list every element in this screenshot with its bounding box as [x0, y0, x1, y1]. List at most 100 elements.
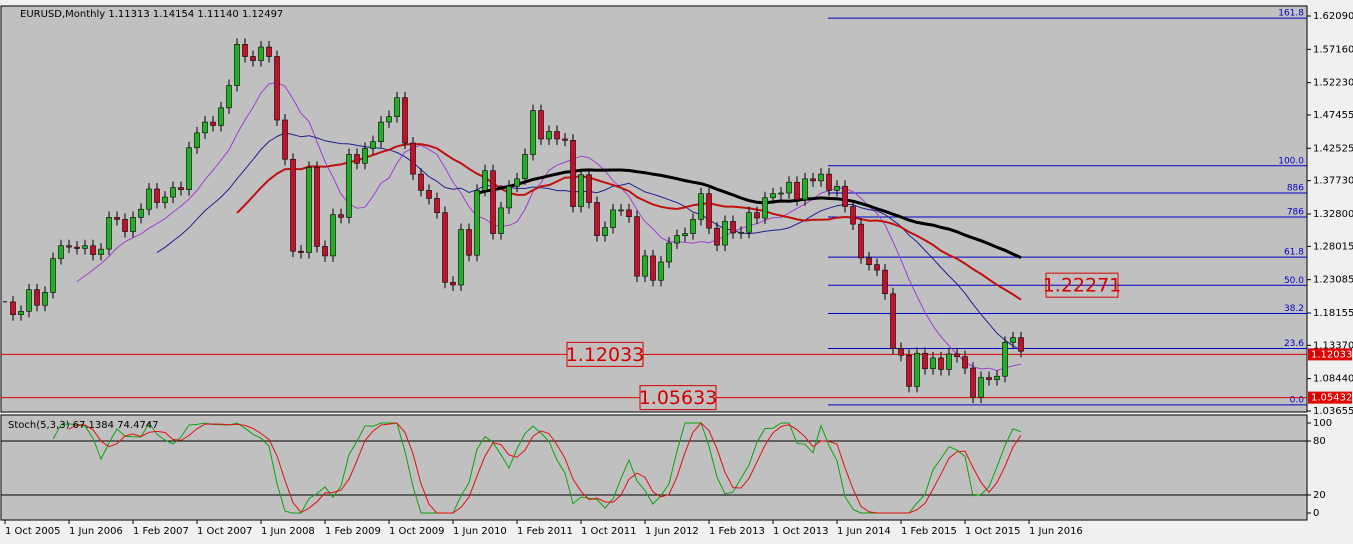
candle-body [282, 119, 288, 160]
stoch-d [68, 422, 1022, 514]
candle-body [210, 121, 216, 126]
candle-body [746, 212, 752, 233]
x-tick-label: 1 Jun 2010 [453, 526, 507, 537]
candle-body [498, 207, 504, 234]
candle-body [1010, 337, 1016, 343]
candle-body [410, 142, 416, 175]
x-tick-label: 1 Oct 2015 [965, 526, 1020, 537]
candle-body [794, 181, 800, 201]
candle-body [314, 167, 320, 247]
candle-body [650, 255, 656, 281]
candle-body [642, 255, 648, 277]
fib-label: 23.6 [1284, 339, 1304, 349]
fib-label: 786 [1287, 207, 1304, 217]
candle-body [194, 132, 200, 149]
candle-body [562, 138, 568, 141]
candle-body [218, 107, 224, 126]
axis-level-box [1308, 348, 1352, 361]
stoch-tick-label: 20 [1313, 490, 1326, 501]
level-box [639, 385, 717, 411]
candle-body [674, 235, 680, 244]
fib-label: 61.8 [1284, 248, 1304, 258]
candle-body [10, 301, 16, 316]
candle-body [962, 356, 968, 369]
candle-body [122, 219, 128, 232]
candle-body [594, 202, 600, 236]
candle-body [658, 261, 664, 281]
candle-body [714, 227, 720, 246]
stoch-tick-label: 80 [1313, 436, 1326, 447]
candle-body [690, 219, 696, 234]
y-tick-label: 1.37730 [1313, 176, 1353, 187]
moving-average [76, 82, 1022, 372]
candle-body [850, 206, 856, 225]
candle-body [482, 170, 488, 191]
candle-body [42, 292, 48, 306]
candle-body [914, 352, 920, 387]
candle-body [922, 352, 928, 370]
candle-body [386, 116, 392, 123]
candle-body [426, 190, 432, 199]
candle-body [610, 209, 616, 228]
candle-body [26, 289, 32, 312]
candle-body [770, 193, 776, 199]
candle-body [242, 44, 248, 57]
axis-level-box [1308, 391, 1352, 404]
candle-body [522, 154, 528, 180]
candle-body [162, 196, 168, 203]
fib-label: 886 [1287, 184, 1304, 194]
candle-body [786, 181, 792, 194]
stoch-k [52, 422, 1022, 514]
candle-body [506, 185, 512, 209]
candle-body [82, 245, 88, 249]
candle-body [890, 293, 896, 349]
x-tick-label: 1 Jun 2014 [837, 526, 891, 537]
candle-body [234, 44, 240, 86]
candle-body [178, 187, 184, 190]
level-box [1045, 272, 1119, 298]
stoch-title: Stoch(5,3,3) 67.1384 74.4747 [8, 420, 159, 431]
candle-body [626, 209, 632, 217]
fib-label: 38.2 [1284, 304, 1304, 314]
candle-body [346, 154, 352, 218]
y-tick-label: 1.32800 [1313, 209, 1353, 220]
x-tick-label: 1 Feb 2009 [325, 526, 381, 537]
candle-body [1002, 342, 1008, 377]
candle-body [994, 375, 1000, 380]
axis-level-label: 1.05432 [1311, 393, 1352, 404]
candle-body [442, 212, 448, 283]
candle-body [338, 214, 344, 218]
candle-body [66, 245, 72, 248]
x-tick-label: 1 Jun 2016 [1029, 526, 1083, 537]
y-tick-label: 1.13370 [1313, 340, 1353, 351]
y-tick-label: 1.62090 [1313, 11, 1353, 22]
candle-body [490, 170, 496, 234]
y-tick-label: 1.23085 [1313, 275, 1353, 286]
candle-body [754, 212, 760, 219]
candle-body [186, 147, 192, 190]
x-tick-label: 1 Feb 2007 [133, 526, 189, 537]
axis-level-label: 1.12033 [1311, 349, 1352, 360]
candle-body [586, 174, 592, 203]
y-tick-label: 1.57160 [1313, 44, 1353, 55]
fib-label: 100.0 [1278, 156, 1304, 166]
x-tick-label: 1 Oct 2009 [389, 526, 444, 537]
candle-body [618, 209, 624, 212]
candle-body [170, 187, 176, 198]
candle-body [226, 85, 232, 109]
candle-body [730, 221, 736, 234]
candle-body [434, 198, 440, 213]
candle-body [250, 56, 256, 61]
candle-body [1018, 337, 1024, 352]
fib-label: 50.0 [1284, 276, 1304, 286]
candle-body [634, 216, 640, 277]
candle-body [514, 178, 520, 187]
candle-body [706, 193, 712, 229]
candle-body [418, 173, 424, 191]
candle-body [906, 354, 912, 387]
candle-body [50, 258, 56, 293]
candle-body [154, 188, 160, 203]
y-tick-label: 1.08440 [1313, 374, 1353, 385]
candle-body [826, 173, 832, 191]
